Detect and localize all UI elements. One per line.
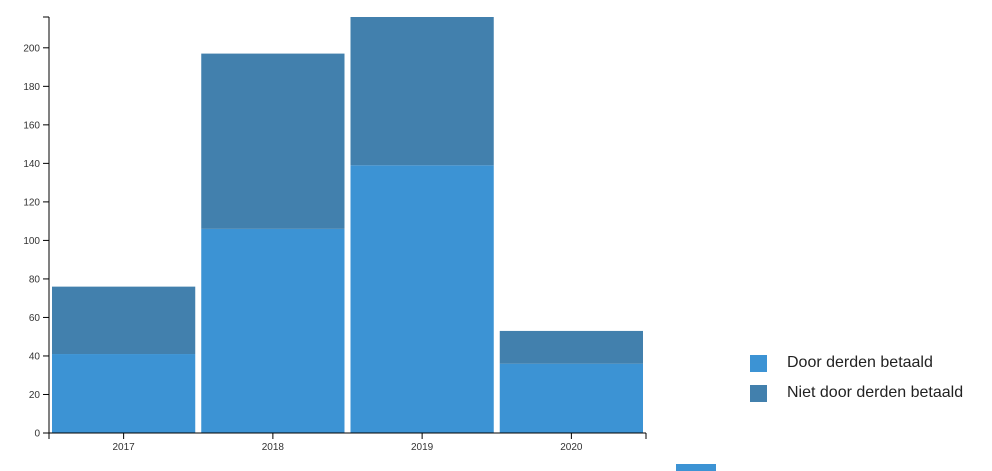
legend-swatch-door-derden-betaald bbox=[750, 354, 767, 372]
x-tick-label-2019: 2019 bbox=[411, 442, 434, 453]
y-tick-label-120: 120 bbox=[23, 197, 40, 208]
bar-2019-series-1 bbox=[350, 165, 494, 433]
bar-2020-series-1 bbox=[499, 363, 643, 433]
legend-item-niet-door-derden-betaald: Niet door derden betaald bbox=[750, 378, 963, 408]
y-tick-label-160: 160 bbox=[23, 120, 40, 131]
y-tick-label-80: 80 bbox=[29, 274, 41, 285]
y-tick-label-200: 200 bbox=[23, 43, 40, 54]
legend-label-niet-door-derden-betaald: Niet door derden betaald bbox=[787, 384, 964, 401]
bar-2019-series-2 bbox=[350, 17, 494, 166]
y-tick-label-40: 40 bbox=[29, 351, 41, 362]
bar-2018-series-1 bbox=[201, 228, 345, 433]
bar-2017-series-1 bbox=[52, 354, 196, 433]
x-tick-label-2020: 2020 bbox=[560, 442, 583, 453]
legend-swatch-niet-door-derden-betaald bbox=[750, 384, 767, 402]
legend-item-door-derden-betaald: Door derden betaald bbox=[750, 348, 963, 378]
bar-2020-series-2 bbox=[499, 330, 643, 364]
bar-2017-series-2 bbox=[52, 286, 196, 355]
chart-legend: Door derden betaald Niet door derden bet… bbox=[750, 348, 963, 408]
y-tick-label-180: 180 bbox=[23, 82, 40, 93]
scroll-indicator bbox=[676, 464, 716, 471]
y-tick-label-140: 140 bbox=[23, 159, 40, 170]
y-tick-label-20: 20 bbox=[29, 390, 41, 401]
x-tick-label-2018: 2018 bbox=[262, 442, 285, 453]
legend-label-door-derden-betaald: Door derden betaald bbox=[787, 354, 933, 371]
x-tick-label-2017: 2017 bbox=[113, 442, 136, 453]
y-tick-label-100: 100 bbox=[23, 236, 40, 247]
bar-2018-series-2 bbox=[201, 53, 345, 229]
y-tick-label-60: 60 bbox=[29, 313, 41, 324]
y-tick-label-0: 0 bbox=[34, 429, 40, 440]
